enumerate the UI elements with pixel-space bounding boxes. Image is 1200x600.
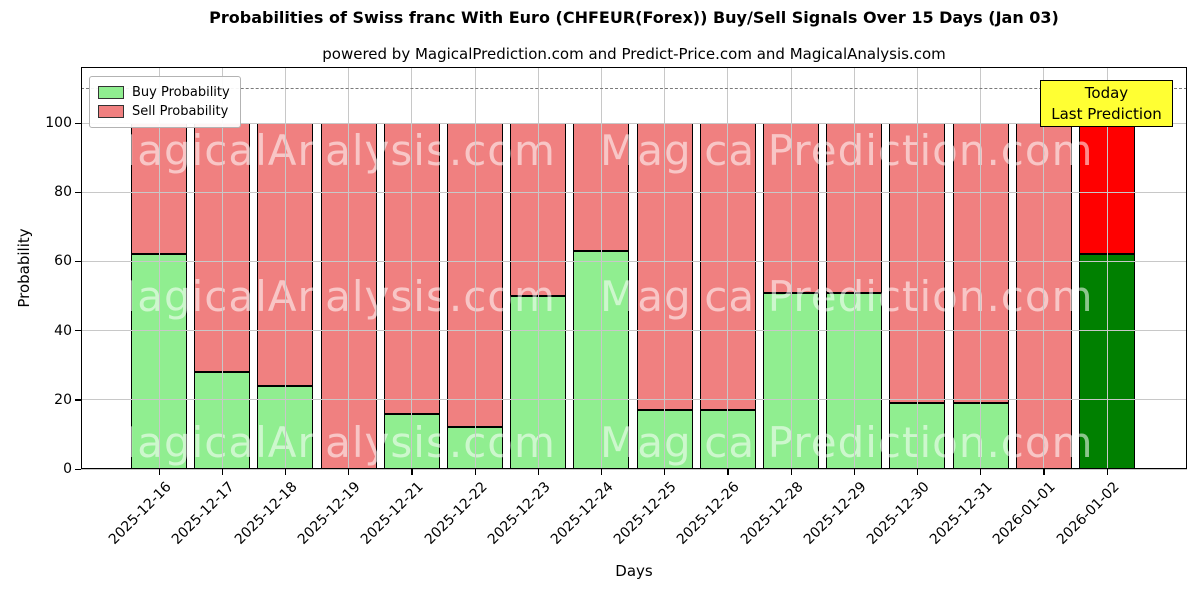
gridline-v <box>600 67 602 469</box>
legend-item-sell: Sell Probability <box>98 102 230 121</box>
dashed-threshold-line <box>81 87 1187 89</box>
x-tick-mark <box>537 469 539 475</box>
x-tick-mark <box>158 469 160 475</box>
x-tick-mark <box>284 469 287 475</box>
x-tick-mark <box>727 469 729 475</box>
gridline-v <box>1043 67 1045 469</box>
gridline-v <box>664 67 666 469</box>
x-tick-label: 2025-12-16 <box>105 479 175 548</box>
x-tick-mark <box>1043 469 1045 475</box>
x-tick-label: 2025-12-22 <box>421 479 491 548</box>
x-tick-label: 2025-12-24 <box>547 479 617 548</box>
y-tick-label: 60 <box>54 253 72 270</box>
y-tick-mark <box>75 260 81 263</box>
gridline-h <box>81 191 1187 193</box>
x-tick-label: 2026-01-01 <box>990 479 1060 548</box>
x-tick-mark <box>474 469 476 475</box>
x-tick-mark <box>348 469 350 475</box>
today-annotation-line2: Last Prediction <box>1051 104 1162 123</box>
gridline-v <box>537 67 539 469</box>
x-tick-mark <box>600 469 603 475</box>
today-annotation-line1: Today <box>1084 83 1129 102</box>
x-tick-mark <box>853 469 855 475</box>
gridline-h <box>81 399 1187 401</box>
y-tick-mark <box>75 191 81 193</box>
x-tick-label: 2025-12-19 <box>295 479 364 548</box>
x-tick-mark <box>980 469 982 475</box>
x-tick-label: 2025-12-30 <box>863 479 933 548</box>
x-tick-label: 2026-01-02 <box>1053 479 1123 548</box>
gridline-v <box>221 67 223 469</box>
y-tick-mark <box>75 330 81 332</box>
x-tick-label: 2025-12-18 <box>231 479 301 548</box>
x-tick-label: 2025-12-26 <box>674 479 744 548</box>
legend-item-buy: Buy Probability <box>98 83 230 102</box>
gridline-v <box>727 67 729 469</box>
x-tick-mark <box>790 469 792 475</box>
gridline-v <box>853 67 855 469</box>
gridline-v <box>790 67 792 469</box>
x-tick-label: 2025-12-21 <box>358 479 428 548</box>
chart-subtitle: powered by MagicalPrediction.com and Pre… <box>322 45 946 63</box>
gridline-v <box>284 67 286 469</box>
y-tick-label: 20 <box>54 391 72 408</box>
x-tick-mark <box>411 469 413 475</box>
gridline-h <box>81 330 1187 332</box>
legend-label-buy: Buy Probability <box>132 85 230 100</box>
y-tick-label: 40 <box>54 322 72 339</box>
x-tick-label: 2025-12-29 <box>800 479 870 548</box>
x-tick-label: 2025-12-23 <box>484 479 554 548</box>
y-tick-label: 80 <box>54 184 72 201</box>
x-tick-label: 2025-12-28 <box>737 479 807 548</box>
x-tick-mark <box>916 469 919 475</box>
gridline-h <box>81 122 1187 124</box>
gridline-v <box>474 67 476 469</box>
plot-area <box>81 67 1187 470</box>
x-tick-mark <box>1106 469 1108 475</box>
today-annotation: Today Last Prediction <box>1040 80 1173 127</box>
x-tick-mark <box>221 469 223 475</box>
x-axis-label: Days <box>615 562 653 580</box>
legend-label-sell: Sell Probability <box>132 104 229 119</box>
x-tick-label: 2025-12-31 <box>927 479 996 548</box>
gridline-h <box>81 468 1187 470</box>
x-tick-mark <box>664 469 666 475</box>
sell-swatch <box>98 105 124 118</box>
gridline-v <box>158 67 160 469</box>
gridline-h <box>81 260 1187 262</box>
y-tick-mark <box>75 468 81 470</box>
y-tick-label: 100 <box>45 115 72 131</box>
gridline-v <box>916 67 918 469</box>
buy-swatch <box>98 86 124 99</box>
gridline-v <box>411 67 413 469</box>
y-tick-mark <box>75 399 81 401</box>
y-tick-mark <box>75 122 81 124</box>
gridline-v <box>980 67 982 469</box>
x-tick-label: 2025-12-17 <box>168 479 238 548</box>
gridline-v <box>348 67 350 469</box>
gridline-v <box>1106 67 1108 469</box>
legend: Buy Probability Sell Probability <box>89 76 241 128</box>
x-tick-label: 2025-12-25 <box>611 479 680 548</box>
y-tick-label: 0 <box>63 461 72 477</box>
chart-title: Probabilities of Swiss franc With Euro (… <box>209 8 1059 27</box>
